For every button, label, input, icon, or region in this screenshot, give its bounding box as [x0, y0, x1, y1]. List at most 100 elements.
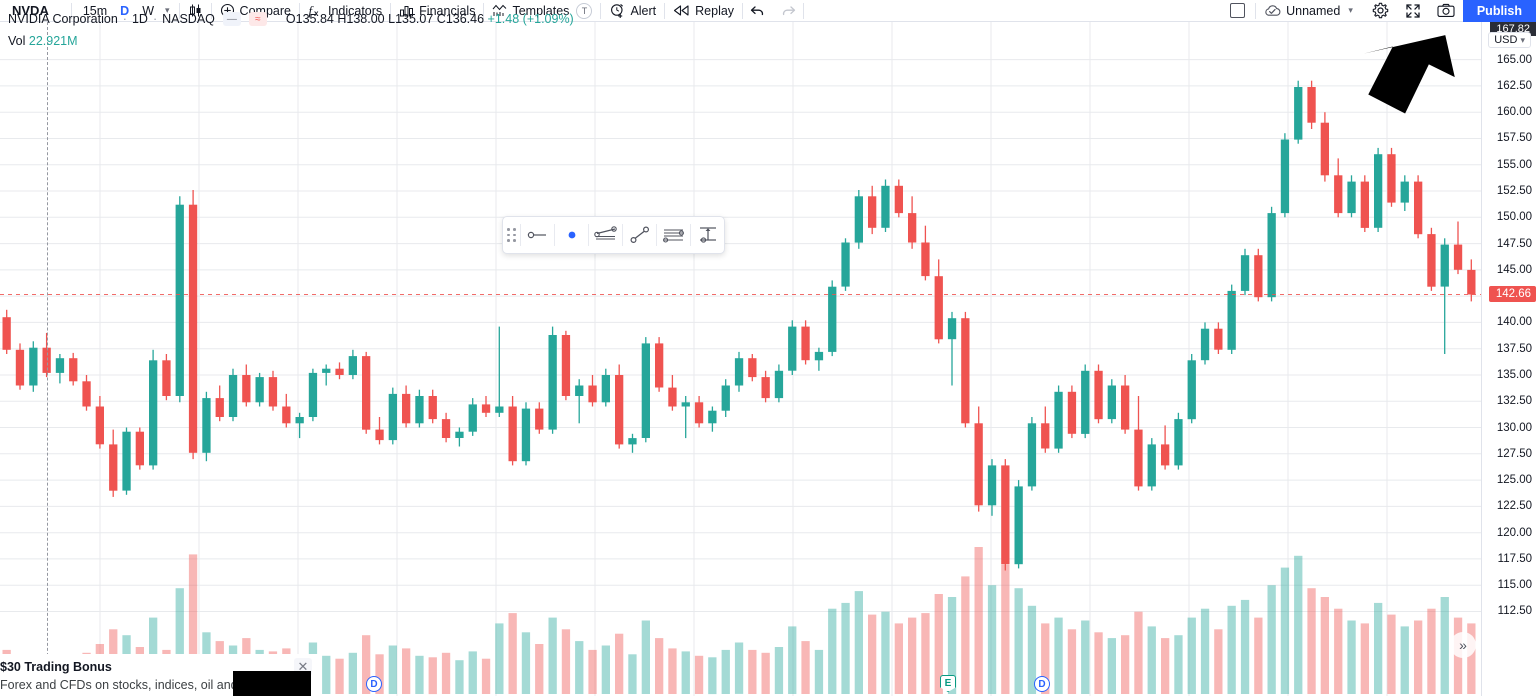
undo-arrow-icon	[750, 5, 764, 15]
templates-button[interactable]: Templates T	[484, 0, 600, 22]
toolbar-divider	[803, 2, 805, 19]
replay-button[interactable]: Replay	[665, 0, 742, 22]
axis-tick-label: 155.00	[1496, 158, 1532, 171]
ohlc-change: +1.48	[487, 12, 520, 26]
toolbar-divider	[656, 224, 657, 246]
financials-button[interactable]: Financials	[391, 0, 483, 22]
earnings-marker[interactable]: E	[940, 675, 956, 692]
axis-tick-label: 130.00	[1496, 421, 1532, 434]
axis-tick-label: 140.00	[1496, 316, 1532, 329]
ohlc-o-value: 135.84	[295, 12, 334, 26]
settings-button[interactable]	[1364, 0, 1397, 22]
camera-icon	[1437, 3, 1455, 18]
legend-exchange[interactable]: NASDAQ	[162, 12, 215, 26]
price-volume-chart	[0, 22, 1481, 696]
alert-button[interactable]: Alert	[601, 0, 664, 22]
fib-retracement-tool[interactable]	[589, 217, 622, 253]
diagonal-line-icon	[629, 226, 649, 244]
axis-tick-label: 122.50	[1496, 500, 1532, 513]
drag-handle-icon[interactable]	[503, 228, 520, 242]
timeframe-group: 15m D W ▾	[72, 2, 179, 20]
promo-subtitle: Forex and CFDs on stocks, indices, oil a…	[0, 678, 238, 692]
legend-interval[interactable]: 1D	[131, 12, 148, 26]
toolbar-divider	[622, 224, 623, 246]
axis-tick-label: 160.00	[1496, 106, 1532, 119]
diagonal-line-tool[interactable]	[623, 217, 656, 253]
point-tool[interactable]	[555, 217, 588, 253]
legend-primary-row: NVIDIA Corporation · 1D · NASDAQ — ≈ O13…	[8, 12, 574, 26]
legend-chip-hide[interactable]: —	[222, 12, 241, 26]
templates-shortcut-badge: T	[576, 2, 593, 19]
trend-line-icon	[527, 231, 546, 239]
timeframe-15m[interactable]: 15m	[82, 3, 108, 18]
snapshot-button[interactable]	[1429, 0, 1463, 22]
replay-icon	[673, 4, 690, 17]
scroll-to-realtime-button[interactable]: »	[1450, 632, 1476, 658]
toolbar-divider	[588, 224, 589, 246]
indicators-label: Indicators	[327, 3, 383, 18]
fullscreen-button[interactable]	[1397, 0, 1429, 22]
axis-tick-label: 145.00	[1496, 263, 1532, 276]
toolbar-divider	[742, 2, 744, 19]
dividend-marker[interactable]: D	[1034, 676, 1050, 692]
replay-label: Replay	[695, 3, 735, 18]
promo-redacted-box	[233, 671, 311, 696]
price-axis[interactable]: 167.82 USD ▾ 165.00 162.50 160.00 157.50 155…	[1481, 22, 1536, 696]
chart-canvas-area[interactable]	[0, 22, 1481, 696]
toolbar-divider	[520, 224, 521, 246]
toolbar-divider	[178, 2, 180, 19]
ohlc-o-label: O	[285, 12, 296, 26]
legend-chip-status[interactable]: ≈	[248, 12, 267, 26]
redo-button[interactable]	[773, 4, 803, 18]
dividend-icon: D	[366, 676, 382, 692]
layout-square-icon[interactable]	[1230, 3, 1246, 18]
indicators-button[interactable]: f x Indicators	[300, 0, 390, 22]
fullscreen-icon	[1405, 3, 1421, 19]
chevron-down-icon[interactable]: ▾	[165, 5, 170, 15]
axis-tick-label: 115.00	[1497, 579, 1532, 592]
undo-button[interactable]	[743, 4, 773, 18]
toolbar-divider	[70, 2, 72, 19]
chart-type-button[interactable]	[180, 0, 211, 22]
axis-tick-label: 127.50	[1496, 447, 1532, 460]
legend-ohlc: O135.84 H138.00 L135.07 C136.46 +1.48 (+…	[286, 12, 574, 26]
ohlc-l-label: L	[388, 12, 396, 26]
toolbar-divider	[483, 2, 485, 19]
axis-tick-label: 152.50	[1496, 185, 1532, 198]
session-break-line	[47, 22, 48, 696]
current-price-badge: 142.66	[1488, 286, 1536, 303]
promo-banner[interactable]: $30 Trading Bonus Forex and CFDs on stoc…	[0, 654, 320, 696]
axis-tick-label: 112.50	[1497, 605, 1532, 618]
floating-drawing-toolbar[interactable]	[502, 216, 725, 254]
chevron-down-icon: ▾	[1348, 5, 1353, 15]
dividend-marker[interactable]: D	[366, 676, 382, 692]
toolbar-right-group: Unnamed ▾	[1220, 0, 1536, 22]
fib-retracement-icon	[593, 226, 617, 240]
legend-separator: ·	[152, 12, 158, 26]
currency-selector[interactable]: USD ▾	[1488, 32, 1531, 48]
bar-chart-icon	[399, 3, 414, 18]
toolbar-divider	[1255, 2, 1257, 19]
trend-line-tool[interactable]	[521, 217, 554, 253]
parallel-channel-tool[interactable]	[657, 217, 690, 253]
templates-label: Templates	[512, 3, 570, 18]
axis-tick-label: 162.50	[1496, 79, 1532, 92]
financials-label: Financials	[419, 3, 476, 18]
toolbar-divider	[298, 2, 300, 19]
promo-title: $30 Trading Bonus	[0, 660, 112, 674]
alert-label: Alert	[630, 3, 657, 18]
templates-icon	[492, 3, 507, 18]
legend-instrument[interactable]: NVIDIA Corporation	[8, 12, 118, 26]
toolbar-divider	[690, 224, 691, 246]
measure-tool[interactable]	[691, 217, 724, 253]
timeframe-d[interactable]: D	[120, 3, 130, 18]
symbol-button[interactable]: NVDA	[12, 3, 49, 18]
layout-name-button[interactable]: Unnamed ▾	[1256, 0, 1364, 22]
timeframe-w[interactable]: W	[142, 3, 155, 18]
ohlc-l-value: 135.07	[395, 12, 434, 26]
publish-button[interactable]: Publish	[1462, 0, 1536, 22]
candlestick-icon	[188, 3, 203, 18]
toolbar-divider	[600, 2, 602, 19]
alarm-clock-icon	[609, 3, 625, 19]
